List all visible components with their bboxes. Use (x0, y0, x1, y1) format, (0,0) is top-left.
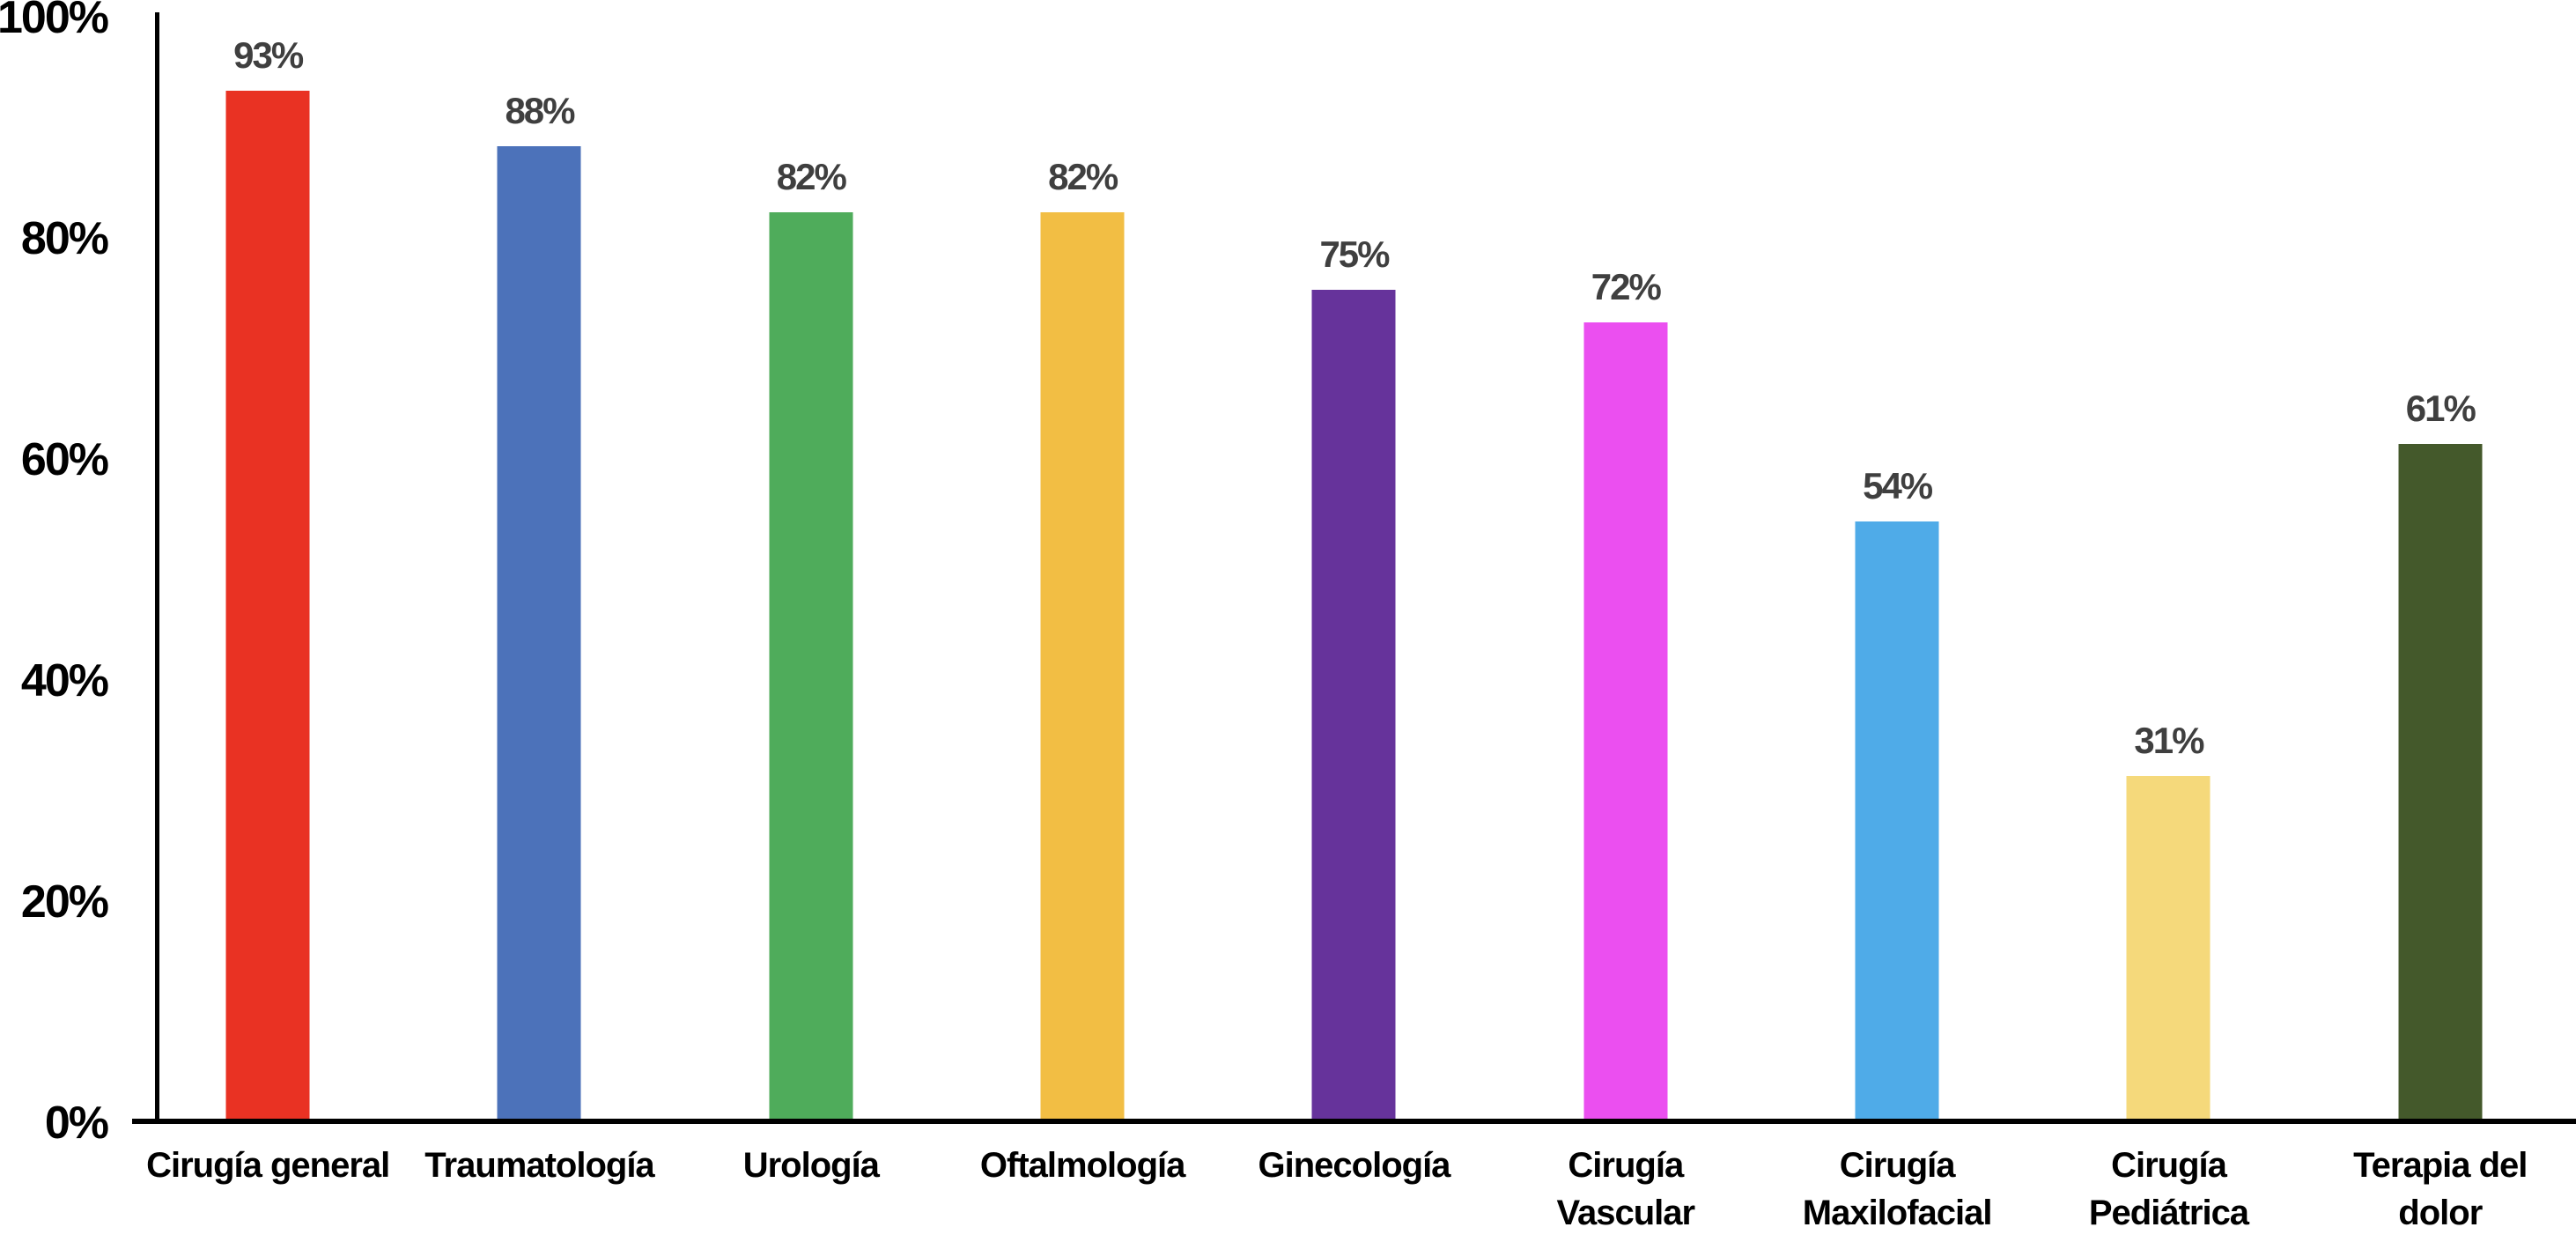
x-category-label: Terapia del dolor (2353, 1146, 2528, 1232)
y-tick-label: 80% (20, 213, 109, 264)
bar-9 (2398, 444, 2483, 1119)
x-category-label: Ginecología (1258, 1146, 1451, 1185)
y-tick-label: 60% (20, 434, 109, 485)
y-tick-label: 100% (0, 0, 109, 43)
y-tick-label: 40% (20, 655, 109, 706)
bar-5 (1311, 290, 1396, 1119)
bar-value-label: 31% (2134, 720, 2204, 761)
bar-4 (1040, 212, 1125, 1119)
bar-value-label: 61% (2405, 388, 2476, 429)
bar-slot: 82% (947, 13, 1218, 1119)
x-axis-line (132, 1119, 2576, 1124)
bar-value-label: 82% (1048, 156, 1118, 197)
bar-slot: 31% (2033, 13, 2304, 1119)
y-tick-label: 20% (20, 876, 109, 928)
x-axis-category-labels: Cirugía general Traumatología Urología Ofta… (132, 1142, 2576, 1237)
bar-slot: 93% (132, 13, 403, 1119)
bar-2 (497, 146, 581, 1119)
y-axis-tick-labels: 0% 20% 40% 60% 80% 100% (0, 0, 141, 1242)
bar-slot: 61% (2305, 13, 2576, 1119)
x-category-label: Cirugía general (146, 1146, 390, 1185)
bar-1 (225, 91, 310, 1119)
bar-slot: 82% (675, 13, 947, 1119)
x-category-label: Cirugía Vascular (1556, 1146, 1696, 1232)
x-category-label: Traumatología (424, 1146, 654, 1185)
y-tick-label: 0% (44, 1098, 109, 1149)
bar-6 (1583, 322, 1668, 1119)
bar-7 (1855, 521, 1939, 1119)
plot-area: 93% 88% 82% 82% 75% 72% 54% 31% 61% (132, 13, 2576, 1119)
bar-value-label: 88% (505, 90, 575, 131)
bar-slot: 72% (1490, 13, 1761, 1119)
bar-slot: 54% (1761, 13, 2033, 1119)
bar-value-label: 75% (1319, 233, 1390, 275)
bar-value-label: 54% (1863, 465, 1933, 506)
x-category-label: Cirugía Pediátrica (2088, 1146, 2249, 1232)
y-axis-line (155, 12, 159, 1122)
x-category-label: Oftalmología (979, 1146, 1185, 1185)
bar-3 (769, 212, 853, 1119)
bar-value-label: 82% (776, 156, 847, 197)
bar-value-label: 72% (1591, 266, 1662, 307)
bar-value-label: 93% (233, 34, 304, 76)
x-category-label: Urología (742, 1146, 880, 1185)
bar-8 (2126, 776, 2211, 1119)
bar-slot: 88% (403, 13, 675, 1119)
x-category-label: Cirugía Maxilofacial (1802, 1146, 1993, 1232)
bar-slot: 75% (1218, 13, 1489, 1119)
